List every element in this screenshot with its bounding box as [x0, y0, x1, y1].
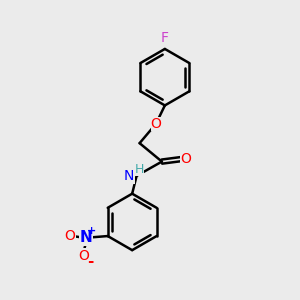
Text: F: F [161, 32, 169, 45]
Text: O: O [78, 249, 89, 263]
Text: -: - [87, 254, 93, 269]
Text: O: O [180, 152, 191, 166]
Text: N: N [124, 169, 134, 183]
Text: +: + [87, 226, 96, 236]
Text: O: O [64, 229, 75, 243]
Text: N: N [80, 230, 93, 245]
Text: H: H [134, 163, 144, 176]
Text: O: O [151, 117, 161, 131]
